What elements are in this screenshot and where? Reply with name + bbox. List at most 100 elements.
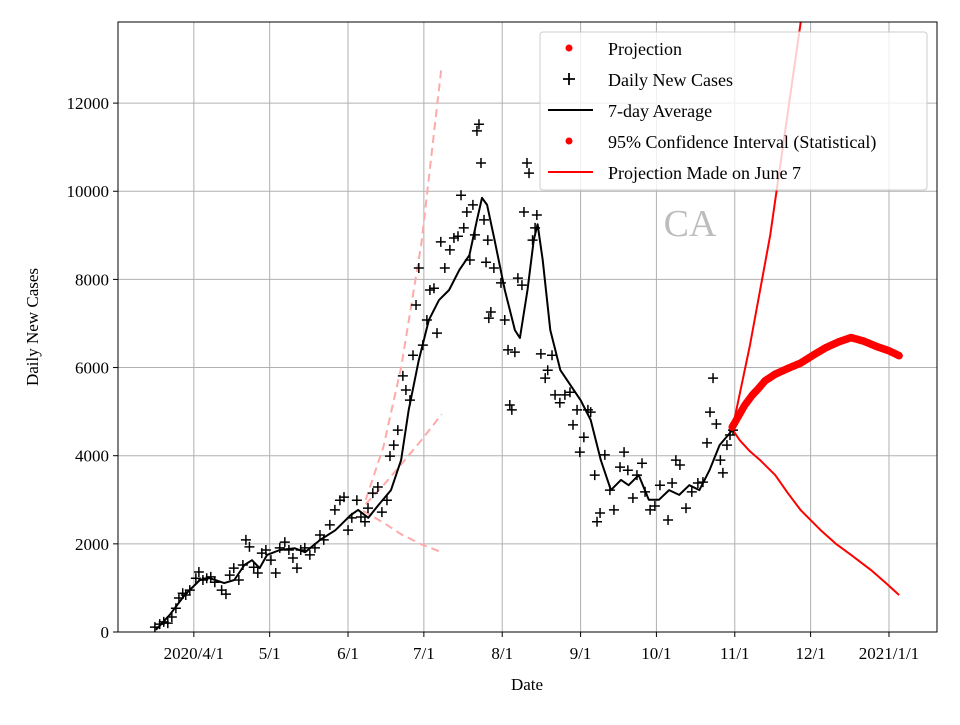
confidence-interval-line bbox=[731, 428, 900, 596]
daily-case-point bbox=[578, 432, 589, 443]
daily-case-point bbox=[291, 563, 302, 574]
daily-case-point bbox=[432, 328, 443, 339]
daily-case-point bbox=[640, 486, 651, 497]
daily-case-point bbox=[338, 492, 349, 503]
daily-case-point bbox=[475, 158, 486, 169]
daily-case-point bbox=[701, 437, 712, 448]
daily-case-point bbox=[535, 348, 546, 359]
daily-case-point bbox=[456, 190, 467, 201]
daily-case-point bbox=[439, 262, 450, 273]
daily-case-point bbox=[524, 168, 535, 179]
x-axis-label: Date bbox=[511, 675, 543, 694]
daily-case-point bbox=[589, 470, 600, 481]
x-tick-label: 8/1 bbox=[491, 644, 513, 663]
daily-case-point bbox=[521, 158, 532, 169]
daily-case-point bbox=[244, 541, 255, 552]
daily-case-point bbox=[452, 231, 463, 242]
daily-case-point bbox=[184, 585, 195, 596]
x-tick-label: 5/1 bbox=[259, 644, 281, 663]
daily-case-point bbox=[362, 503, 373, 514]
daily-case-point bbox=[421, 314, 432, 325]
daily-case-point bbox=[190, 573, 201, 584]
daily-case-point bbox=[220, 589, 231, 600]
daily-case-point bbox=[228, 563, 239, 574]
daily-case-point bbox=[527, 235, 538, 246]
daily-case-point bbox=[568, 419, 578, 430]
projection-point bbox=[895, 351, 903, 360]
daily-case-point bbox=[540, 373, 551, 384]
daily-case-point bbox=[205, 571, 216, 582]
daily-case-point bbox=[372, 481, 383, 492]
daily-case-point bbox=[631, 470, 642, 481]
daily-case-point bbox=[705, 407, 716, 418]
daily-case-point bbox=[381, 495, 392, 506]
daily-case-point bbox=[554, 397, 565, 408]
daily-case-point bbox=[572, 404, 583, 415]
daily-case-point bbox=[458, 222, 469, 233]
daily-case-point bbox=[599, 449, 610, 460]
daily-case-point bbox=[483, 313, 494, 324]
x-tick-label: 7/1 bbox=[413, 644, 435, 663]
y-tick-label: 12000 bbox=[67, 94, 110, 113]
daily-case-point bbox=[166, 612, 177, 623]
daily-case-point bbox=[318, 534, 329, 545]
daily-case-point bbox=[400, 385, 411, 396]
daily-case-point bbox=[417, 340, 428, 351]
plot-area bbox=[149, 22, 903, 632]
daily-case-point bbox=[499, 314, 510, 325]
daily-case-point bbox=[663, 515, 674, 526]
daily-case-point bbox=[461, 206, 472, 217]
legend-box bbox=[539, 31, 928, 191]
daily-case-point bbox=[619, 447, 630, 458]
daily-case-point bbox=[473, 119, 484, 130]
daily-case-point bbox=[376, 507, 387, 518]
daily-case-point bbox=[388, 440, 399, 451]
daily-case-point bbox=[542, 365, 553, 376]
daily-case-point bbox=[717, 467, 728, 478]
y-tick-label: 2000 bbox=[75, 535, 109, 554]
daily-case-point bbox=[346, 512, 357, 523]
daily-case-point bbox=[674, 459, 685, 470]
daily-case-point bbox=[444, 244, 455, 255]
daily-case-point bbox=[530, 222, 541, 233]
daily-case-point bbox=[260, 545, 271, 556]
daily-case-point bbox=[367, 488, 378, 499]
daily-case-point bbox=[697, 477, 708, 488]
daily-case-point bbox=[283, 545, 294, 556]
daily-case-point bbox=[471, 125, 482, 136]
june7-projection-line bbox=[362, 509, 442, 554]
daily-case-point bbox=[692, 478, 703, 489]
daily-case-point bbox=[622, 465, 633, 476]
daily-case-point bbox=[686, 486, 697, 497]
daily-case-point bbox=[585, 407, 596, 418]
daily-case-point bbox=[270, 567, 281, 578]
daily-case-point bbox=[233, 574, 244, 585]
daily-case-point bbox=[299, 542, 310, 553]
x-tick-label: 12/1 bbox=[795, 644, 825, 663]
legend-label-june7: Projection Made on June 7 bbox=[608, 163, 801, 183]
x-tick-label: 10/1 bbox=[641, 644, 671, 663]
x-tick-label: 2021/1/1 bbox=[859, 644, 919, 663]
daily-case-point bbox=[592, 516, 603, 527]
daily-case-point bbox=[252, 567, 263, 578]
daily-case-point bbox=[324, 519, 335, 530]
daily-case-point bbox=[304, 549, 315, 560]
y-tick-label: 0 bbox=[101, 623, 110, 642]
daily-case-point bbox=[467, 199, 478, 210]
daily-case-point bbox=[512, 273, 523, 284]
daily-case-point bbox=[329, 504, 340, 515]
daily-case-point bbox=[343, 525, 354, 536]
legend-plus-icon bbox=[563, 73, 575, 85]
daily-case-point bbox=[240, 534, 251, 545]
daily-case-point bbox=[193, 567, 204, 578]
ticks: 2020/4/1 5/1 6/1 7/1 8/1 9/1 10/1 11/1 12/1 2021/… bbox=[67, 94, 920, 663]
legend-dot-icon bbox=[565, 137, 573, 145]
daily-case-point bbox=[667, 478, 678, 489]
daily-case-point bbox=[516, 280, 527, 291]
legend-label-average: 7-day Average bbox=[608, 101, 712, 121]
daily-case-point bbox=[170, 603, 181, 614]
daily-case-point bbox=[279, 537, 290, 548]
daily-case-point bbox=[404, 395, 415, 406]
daily-case-point bbox=[504, 400, 515, 411]
